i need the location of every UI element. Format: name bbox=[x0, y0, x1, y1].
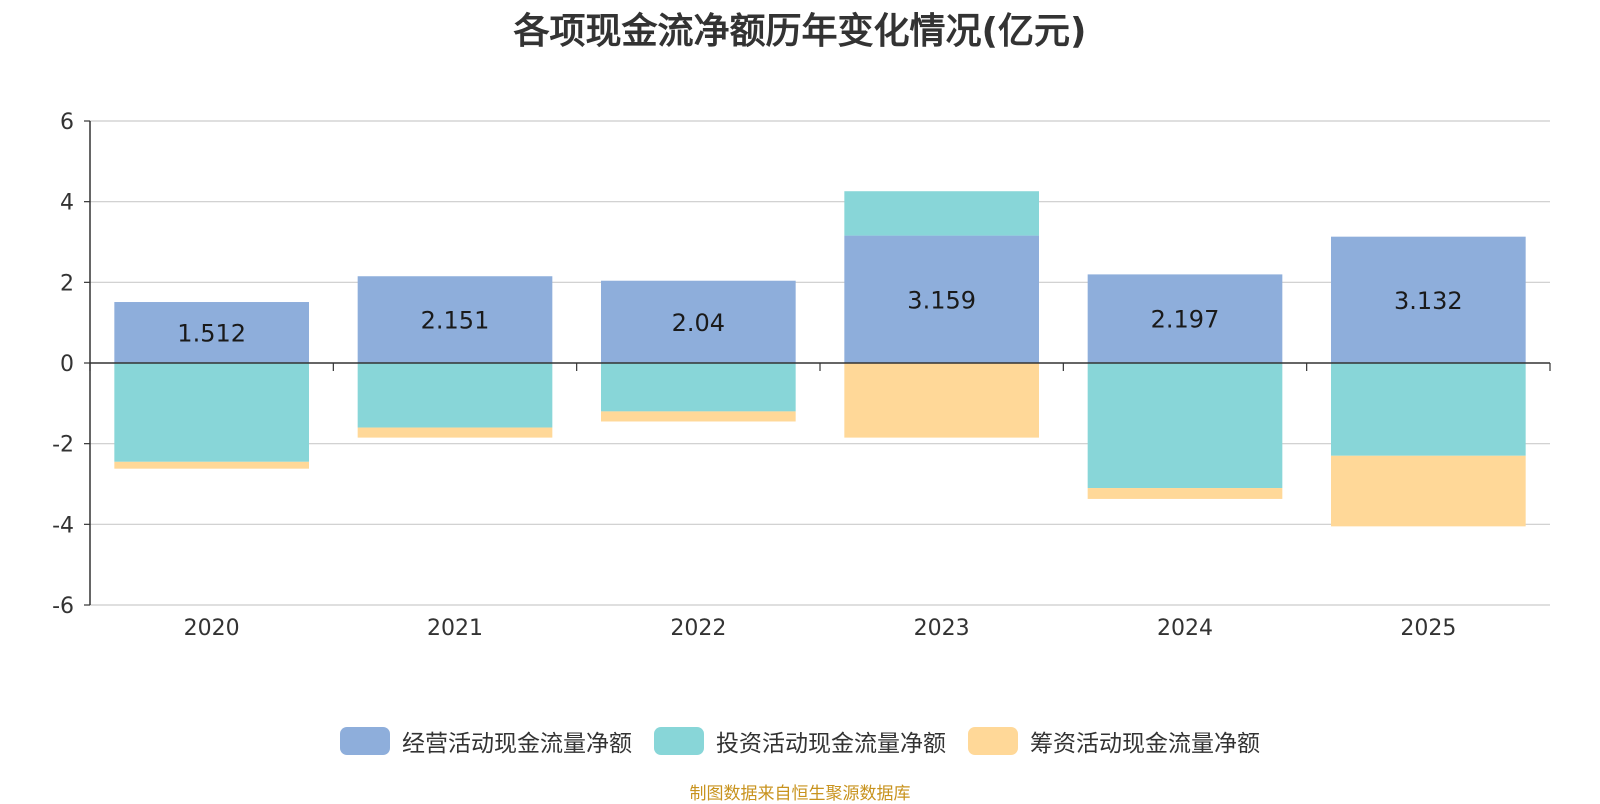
y-tick-label: 4 bbox=[60, 191, 74, 216]
legend-swatch bbox=[340, 727, 390, 755]
bar-series-2-2025 bbox=[1331, 455, 1526, 527]
legend: 经营活动现金流量净额 投资活动现金流量净额 筹资活动现金流量净额 bbox=[0, 724, 1600, 758]
x-tick-label: 2020 bbox=[184, 616, 240, 641]
bar-series-2-2024 bbox=[1087, 488, 1283, 499]
bar-series-0-2022 bbox=[601, 280, 796, 363]
y-tick-label: 2 bbox=[60, 271, 74, 296]
bar-series-0-2025 bbox=[1331, 236, 1526, 363]
legend-item[interactable]: 筹资活动现金流量净额 bbox=[968, 724, 1260, 758]
bar-data-label: 1.512 bbox=[177, 320, 246, 348]
legend-label: 投资活动现金流量净额 bbox=[716, 731, 946, 757]
y-tick-label: -4 bbox=[52, 513, 74, 538]
bar-data-label: 2.04 bbox=[672, 309, 725, 337]
bar-data-label: 3.159 bbox=[907, 286, 976, 314]
bar-data-label: 3.132 bbox=[1394, 287, 1463, 315]
legend-label: 经营活动现金流量净额 bbox=[402, 731, 632, 757]
legend-swatch bbox=[654, 727, 704, 755]
bar-data-label: 2.151 bbox=[421, 307, 490, 335]
x-tick-label: 2021 bbox=[427, 616, 483, 641]
bar-series-2-2022 bbox=[601, 411, 796, 422]
bar-series-1-2025 bbox=[1331, 363, 1526, 456]
bar-series-1-2020 bbox=[114, 363, 309, 462]
legend-item[interactable]: 投资活动现金流量净额 bbox=[654, 724, 946, 758]
x-tick-label: 2025 bbox=[1400, 616, 1456, 641]
bar-series-0-2021 bbox=[357, 276, 553, 363]
bar-series-0-2023 bbox=[844, 235, 1039, 363]
bar-series-1-2022 bbox=[601, 363, 796, 412]
bar-series-0-2020 bbox=[114, 302, 309, 363]
legend-item[interactable]: 经营活动现金流量净额 bbox=[340, 724, 632, 758]
chart-title: 各项现金流净额历年变化情况(亿元) bbox=[513, 11, 1087, 52]
legend-label: 筹资活动现金流量净额 bbox=[1030, 731, 1260, 757]
bar-series-2-2021 bbox=[357, 427, 553, 438]
y-tick-label: -2 bbox=[52, 433, 74, 458]
x-tick-label: 2024 bbox=[1157, 616, 1213, 641]
bar-series-1-2024 bbox=[1087, 363, 1283, 489]
source-note: 制图数据来自恒生聚源数据库 bbox=[689, 784, 911, 804]
bar-series-2-2020 bbox=[114, 461, 309, 469]
x-tick-label: 2022 bbox=[670, 616, 726, 641]
bar-series-1-2023 bbox=[844, 191, 1039, 236]
bar-data-label: 2.197 bbox=[1151, 306, 1220, 334]
y-tick-label: -6 bbox=[52, 594, 74, 619]
bar-series-0-2024 bbox=[1087, 274, 1283, 363]
legend-swatch bbox=[968, 727, 1018, 755]
x-tick-label: 2023 bbox=[914, 616, 970, 641]
y-tick-label: 0 bbox=[60, 352, 74, 377]
y-tick-label: 6 bbox=[60, 110, 74, 135]
bar-series-2-2023 bbox=[844, 363, 1039, 438]
bar-series-1-2021 bbox=[357, 363, 553, 428]
